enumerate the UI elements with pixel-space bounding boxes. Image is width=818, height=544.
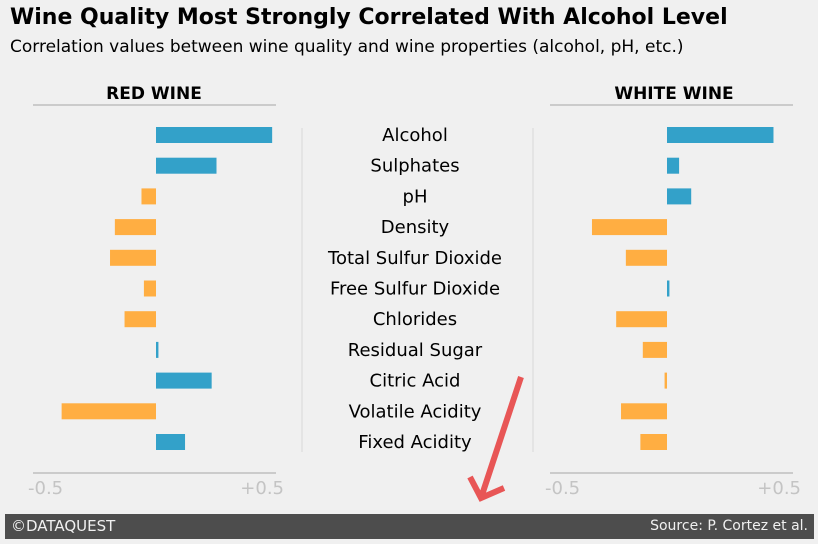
- bar-red-0: [156, 127, 273, 143]
- bar-red-1: [156, 157, 217, 174]
- bar-red-10: [156, 434, 186, 450]
- category-label: Volatile Acidity: [349, 401, 482, 422]
- bar-white-8: [664, 372, 667, 389]
- bar-red-9: [61, 403, 157, 420]
- bar-white-1: [667, 157, 680, 174]
- source-label: Source: P. Cortez et al.: [650, 518, 808, 534]
- panel-label-red: RED WINE: [106, 84, 202, 104]
- bar-red-7: [156, 341, 159, 358]
- x-tick-label: -0.5: [28, 478, 63, 499]
- x-tick-label: -0.5: [545, 478, 580, 499]
- signature-bar: ©DATAQUEST Source: P. Cortez et al.: [5, 514, 814, 539]
- category-label: Total Sulfur Dioxide: [327, 248, 502, 269]
- category-label: Sulphates: [370, 156, 459, 177]
- chart-svg: RED WINE -0.5 +0.5 WHITE WINE -0.5 +0.5 Alcoho…: [28, 84, 801, 502]
- category-label: Chlorides: [373, 309, 457, 330]
- bar-white-6: [616, 311, 667, 328]
- x-tick-label: +0.5: [757, 478, 801, 499]
- bar-red-6: [124, 311, 156, 328]
- category-label: pH: [403, 186, 428, 207]
- x-tick-label: +0.5: [240, 478, 284, 499]
- bar-red-5: [143, 280, 156, 297]
- copyright-label: ©DATAQUEST: [11, 517, 116, 535]
- bar-white-3: [591, 219, 667, 236]
- category-label: Density: [381, 217, 450, 238]
- bar-white-7: [642, 341, 667, 358]
- category-label: Fixed Acidity: [358, 432, 472, 453]
- bar-red-2: [141, 188, 156, 205]
- category-label: Free Sulfur Dioxide: [330, 279, 500, 300]
- category-label: Alcohol: [382, 125, 448, 146]
- bar-white-9: [621, 403, 667, 420]
- bar-white-10: [640, 434, 667, 450]
- category-label: Citric Acid: [370, 371, 461, 392]
- chart-title: Wine Quality Most Strongly Correlated Wi…: [10, 5, 728, 30]
- bar-red-3: [114, 219, 156, 236]
- bar-white-0: [667, 127, 774, 143]
- chart-subtitle: Correlation values between wine quality …: [10, 37, 684, 57]
- annotation-arrow-icon: [467, 376, 524, 502]
- bar-white-2: [667, 188, 692, 205]
- bar-white-4: [625, 249, 667, 266]
- bar-white-5: [667, 280, 670, 297]
- bar-red-8: [156, 372, 212, 389]
- category-label: Residual Sugar: [348, 340, 483, 361]
- bar-red-4: [110, 249, 156, 266]
- panel-label-white: WHITE WINE: [614, 84, 733, 104]
